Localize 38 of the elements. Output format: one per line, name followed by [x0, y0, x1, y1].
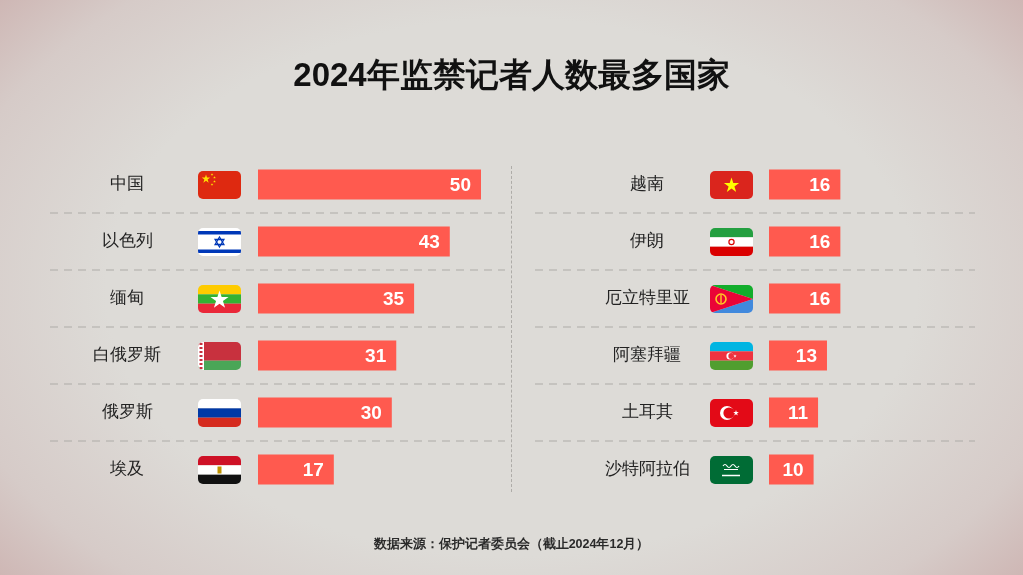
data-label: 16 [809, 230, 831, 252]
y-tick-label: 越南 [630, 174, 664, 194]
bar [258, 397, 392, 428]
y-tick-label: 土耳其 [621, 402, 673, 422]
data-label: 50 [449, 173, 471, 195]
data-label: 11 [787, 401, 809, 423]
bar [258, 226, 450, 257]
data-label: 16 [809, 173, 831, 195]
bar [769, 283, 841, 314]
bar [258, 169, 481, 200]
bar [258, 340, 397, 371]
y-tick-label: 沙特阿拉伯 [604, 459, 690, 479]
y-tick-label: 俄罗斯 [101, 402, 153, 422]
y-tick-label: 阿塞拜疆 [613, 345, 681, 365]
y-tick-label: 以色列 [101, 231, 153, 251]
y-tick-label: 中国 [110, 174, 144, 194]
bar [258, 454, 334, 485]
chart-title: 2024年监禁记者人数最多国家 [292, 55, 731, 95]
y-tick-label: 厄立特里亚 [604, 288, 690, 308]
data-label: 16 [809, 287, 831, 309]
bar [258, 283, 415, 314]
bar [769, 169, 841, 200]
data-label: 31 [365, 344, 387, 366]
data-label: 35 [382, 287, 405, 309]
bar [769, 226, 841, 257]
data-label: 13 [795, 344, 817, 366]
data-label: 30 [360, 401, 382, 423]
source-note: 数据来源：保护记者委员会（截止2024年12月） [372, 535, 651, 553]
bar [769, 454, 814, 485]
y-tick-label: 缅甸 [110, 288, 144, 308]
data-label: 17 [302, 458, 324, 480]
y-tick-label: 白俄罗斯 [93, 345, 161, 365]
bar [769, 397, 819, 428]
y-tick-label: 伊朗 [630, 231, 664, 251]
data-label: 10 [782, 458, 804, 480]
y-tick-label: 埃及 [109, 459, 144, 479]
bar [769, 340, 827, 371]
data-label: 43 [418, 230, 440, 252]
